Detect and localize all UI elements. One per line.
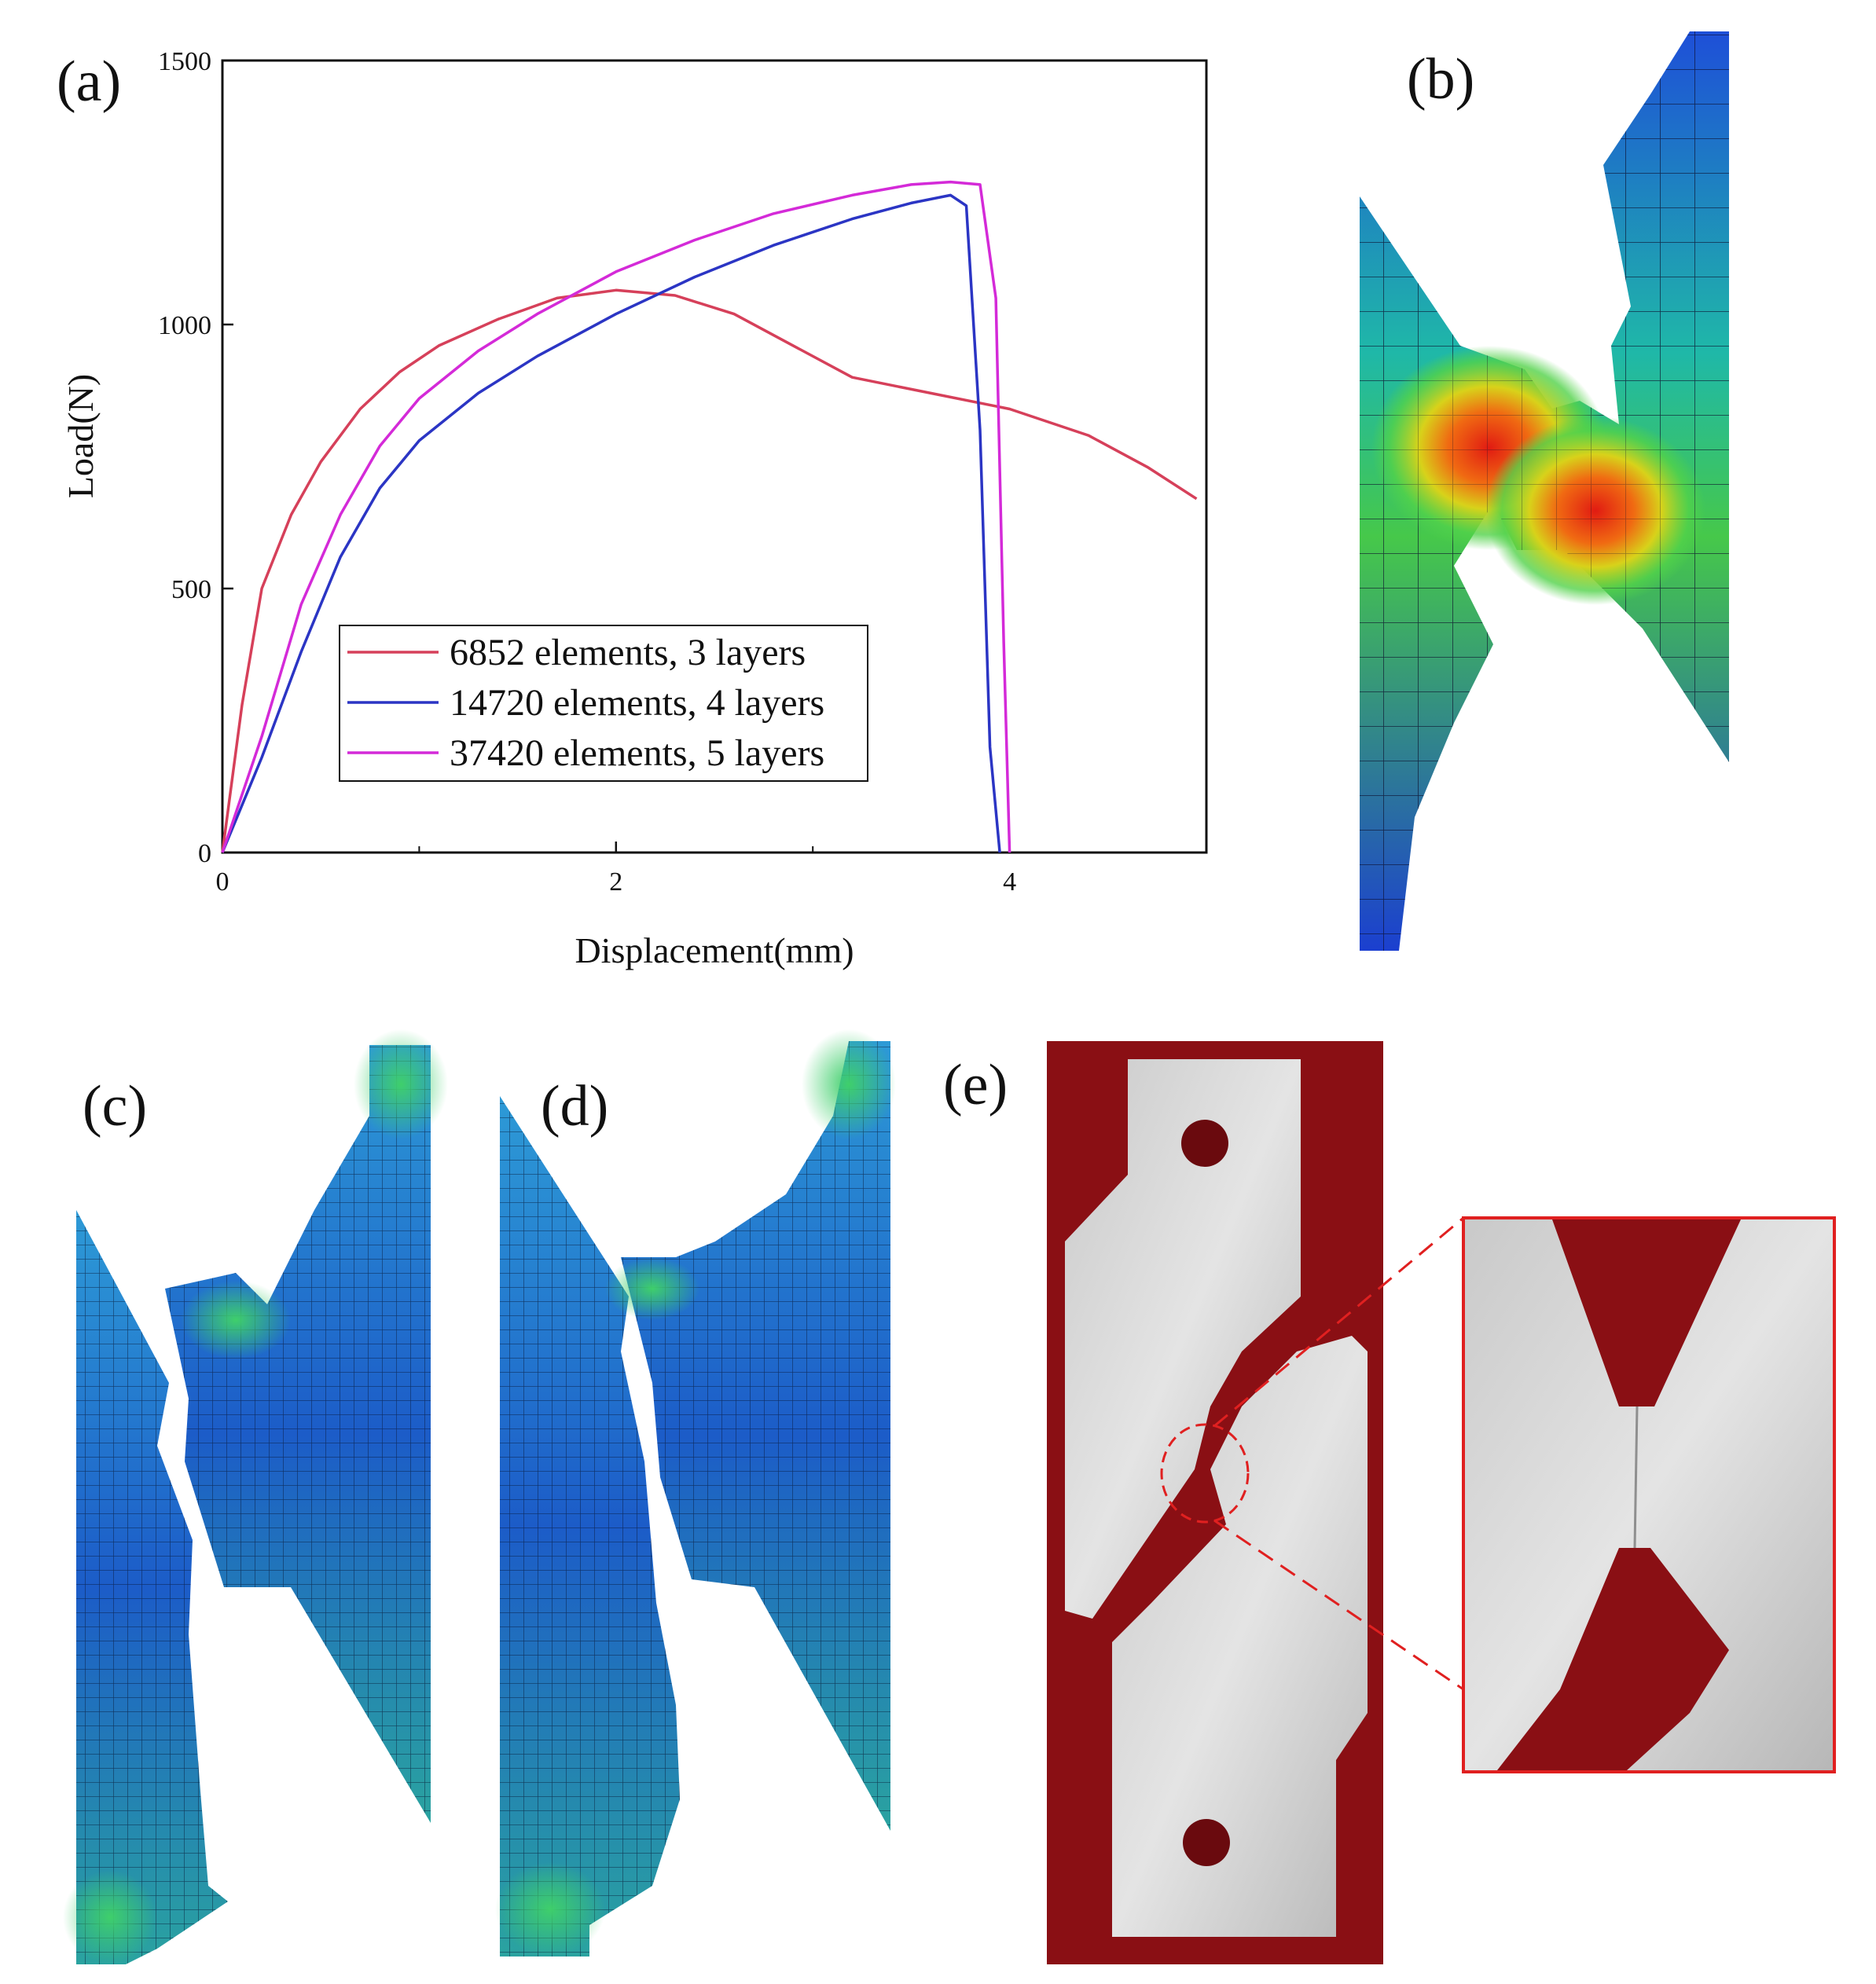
x-tick-label-2: 4 [1003,867,1016,897]
y-tick-label-1: 500 [171,575,211,604]
panel-e: (e) [943,1041,1836,1964]
panel-d: (d) [495,1029,896,1956]
specimen-hole-bottom [1183,1819,1230,1866]
legend-label-1: 14720 elements, 4 layers [450,682,824,724]
panel-b: (b) [1360,31,1729,951]
specimen-photo [1047,1041,1464,1964]
legend-label-0: 6852 elements, 3 layers [450,632,806,673]
y-tick-label-3: 1500 [158,47,211,76]
panel-label-e: (e) [943,1053,1008,1117]
plot-frame [221,59,1208,854]
panel-label-b: (b) [1407,47,1474,112]
panel-label-d: (d) [541,1074,608,1139]
x-tick-label-1: 2 [609,867,622,897]
panel-a: (a) 0 2 4 0 500 1000 1500 Displacement(mm) Loa… [57,47,1208,970]
zoom-frame [1462,1216,1836,1773]
fe-contour-image-b [1360,31,1729,951]
zoom-line-top [1213,1216,1464,1428]
panel-label-a: (a) [57,50,121,114]
specimen-hole-top [1181,1120,1228,1167]
panel-label-c: (c) [83,1074,147,1139]
series-line-1 [221,193,1001,853]
zoomed-notch-photo [1462,1216,1836,1773]
x-tick-label-0: 0 [216,867,229,897]
zoom-line-bottom [1213,1519,1464,1691]
legend: 6852 elements, 3 layers 14720 elements, 4… [339,625,868,782]
tick-labels: 0 2 4 0 500 1000 1500 [158,47,1016,897]
legend-label-2: 37420 elements, 5 layers [450,732,824,774]
fe-mesh-image-d [495,1029,896,1956]
y-axis-label: Load(N) [61,374,101,498]
series-line-0 [221,288,1198,853]
series-line-2 [221,180,1011,853]
fe-mesh-image-c [63,1029,448,1964]
x-axis-label: Displacement(mm) [575,930,854,970]
series-lines [221,180,1198,853]
panel-c: (c) [63,1029,448,1964]
y-tick-label-2: 1000 [158,311,211,340]
y-tick-label-0: 0 [198,839,211,868]
notch-highlight [1160,1423,1250,1524]
